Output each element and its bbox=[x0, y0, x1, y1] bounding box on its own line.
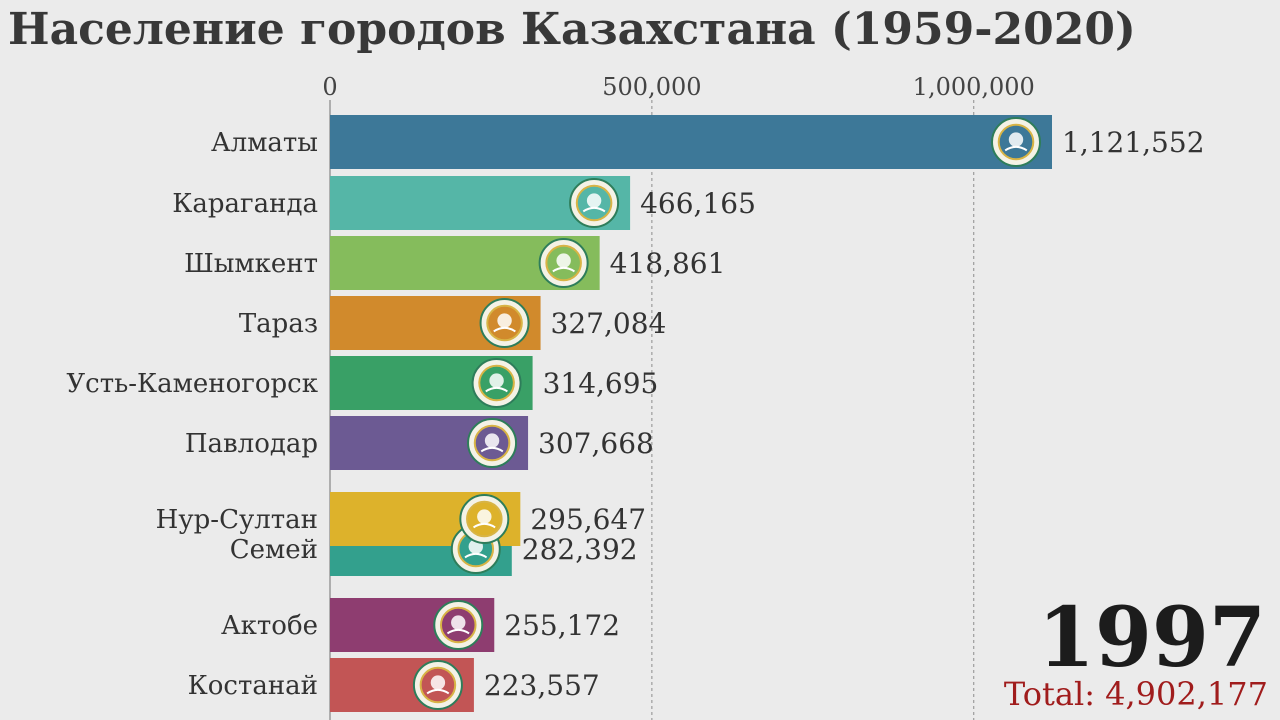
value-label: 466,165 bbox=[640, 187, 756, 220]
value-label: 307,668 bbox=[538, 427, 654, 460]
nur-sultan-emblem-icon bbox=[459, 494, 510, 544]
kostanay-emblem-icon bbox=[412, 660, 463, 710]
category-label: Павлодар bbox=[185, 429, 318, 459]
chart-title: Население городов Казахстана (1959-2020) bbox=[8, 4, 1136, 55]
category-label: Семей bbox=[230, 535, 318, 565]
taraz-emblem-icon bbox=[479, 298, 530, 348]
category-label: Нур-Султан bbox=[156, 505, 318, 535]
value-label: 1,121,552 bbox=[1062, 126, 1205, 159]
category-label: Караганда bbox=[172, 189, 318, 219]
total-label: Total: 4,902,177 bbox=[1003, 675, 1268, 713]
category-label: Шымкент bbox=[184, 249, 318, 279]
category-label: Усть-Каменогорск bbox=[66, 369, 318, 399]
value-label: 282,392 bbox=[522, 533, 638, 566]
pavlodar-emblem-icon bbox=[467, 418, 518, 468]
shymkent-emblem-icon bbox=[538, 238, 589, 288]
value-label: 223,557 bbox=[484, 669, 600, 702]
value-label: 255,172 bbox=[504, 609, 620, 642]
category-label: Актобе bbox=[221, 611, 318, 641]
ust-kamenogorsk-emblem-icon bbox=[471, 358, 522, 408]
category-label: Тараз bbox=[239, 309, 318, 339]
year-label: 1997 bbox=[1037, 590, 1266, 686]
category-label: Алматы bbox=[211, 128, 318, 158]
x-tick-label: 500,000 bbox=[602, 73, 701, 101]
almaty-emblem-icon bbox=[991, 117, 1041, 167]
bar bbox=[330, 115, 1052, 169]
x-tick-label: 1,000,000 bbox=[913, 73, 1035, 101]
value-label: 327,084 bbox=[551, 307, 667, 340]
aktobe-emblem-icon bbox=[433, 600, 484, 650]
value-label: 314,695 bbox=[543, 367, 659, 400]
karaganda-emblem-icon bbox=[569, 178, 620, 228]
category-label: Костанай bbox=[188, 671, 318, 701]
x-tick-label: 0 bbox=[322, 73, 337, 101]
value-label: 418,861 bbox=[610, 247, 726, 280]
value-label: 295,647 bbox=[530, 503, 646, 536]
